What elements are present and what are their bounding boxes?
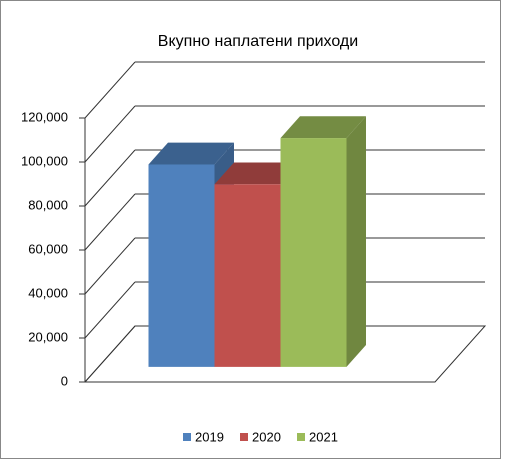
- bar: [280, 138, 347, 367]
- grid-line: [84, 325, 136, 383]
- bar-top: [148, 142, 234, 165]
- legend-label: 2021: [309, 429, 338, 444]
- grid-line: [84, 61, 136, 119]
- chart-title: Вкупно наплатени приходи: [158, 33, 358, 50]
- grid-line: [84, 105, 136, 163]
- legend-swatch: [297, 433, 305, 441]
- legend-label: 2019: [195, 429, 224, 444]
- y-tick-label: 20,000: [28, 329, 68, 344]
- bar-top: [280, 116, 366, 139]
- legend-swatch: [183, 433, 191, 441]
- legend-swatch: [240, 433, 248, 441]
- grid-line: [84, 193, 136, 251]
- y-tick-label: 100,000: [21, 153, 68, 168]
- grid-line: [84, 281, 136, 339]
- bar-side: [346, 116, 366, 367]
- bar: [148, 164, 215, 367]
- bar-top: [214, 162, 300, 185]
- y-tick-label: 0: [61, 373, 68, 388]
- bar: [214, 184, 281, 367]
- grid-line: [84, 237, 136, 295]
- y-tick-label: 60,000: [28, 241, 68, 256]
- y-tick-label: 40,000: [28, 285, 68, 300]
- legend-label: 2020: [252, 429, 281, 444]
- y-tick-label: 120,000: [21, 109, 68, 124]
- grid-line: [84, 149, 136, 207]
- y-tick-label: 80,000: [28, 197, 68, 212]
